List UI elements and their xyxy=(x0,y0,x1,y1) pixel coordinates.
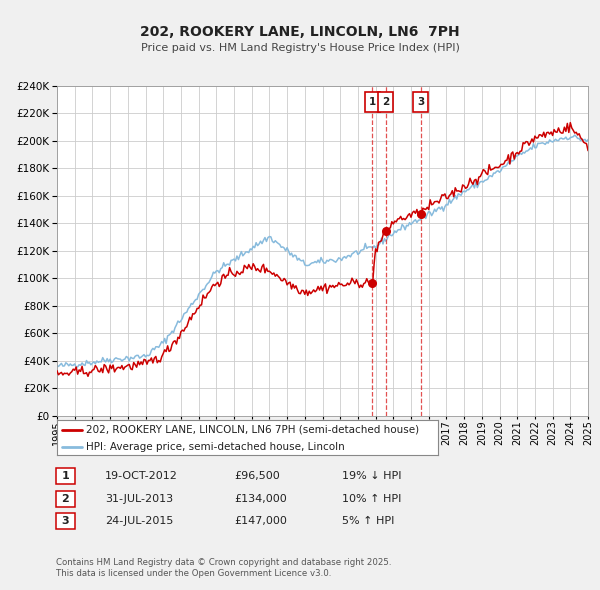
Text: Contains HM Land Registry data © Crown copyright and database right 2025.
This d: Contains HM Land Registry data © Crown c… xyxy=(56,558,391,578)
Text: 5% ↑ HPI: 5% ↑ HPI xyxy=(342,516,394,526)
Text: HPI: Average price, semi-detached house, Lincoln: HPI: Average price, semi-detached house,… xyxy=(86,442,344,453)
Text: 1: 1 xyxy=(368,97,376,107)
Text: £96,500: £96,500 xyxy=(234,471,280,481)
Text: 2: 2 xyxy=(62,494,69,503)
Text: 1: 1 xyxy=(62,471,69,481)
Text: 19-OCT-2012: 19-OCT-2012 xyxy=(105,471,178,481)
Text: £134,000: £134,000 xyxy=(234,494,287,503)
Text: 24-JUL-2015: 24-JUL-2015 xyxy=(105,516,173,526)
Text: £147,000: £147,000 xyxy=(234,516,287,526)
Text: 31-JUL-2013: 31-JUL-2013 xyxy=(105,494,173,503)
Text: 2: 2 xyxy=(382,97,389,107)
Text: 3: 3 xyxy=(62,516,69,526)
Text: 19% ↓ HPI: 19% ↓ HPI xyxy=(342,471,401,481)
Text: 202, ROOKERY LANE, LINCOLN, LN6 7PH (semi-detached house): 202, ROOKERY LANE, LINCOLN, LN6 7PH (sem… xyxy=(86,425,419,435)
Text: 202, ROOKERY LANE, LINCOLN, LN6  7PH: 202, ROOKERY LANE, LINCOLN, LN6 7PH xyxy=(140,25,460,40)
Text: 3: 3 xyxy=(417,97,425,107)
Text: Price paid vs. HM Land Registry's House Price Index (HPI): Price paid vs. HM Land Registry's House … xyxy=(140,44,460,53)
Text: 10% ↑ HPI: 10% ↑ HPI xyxy=(342,494,401,503)
